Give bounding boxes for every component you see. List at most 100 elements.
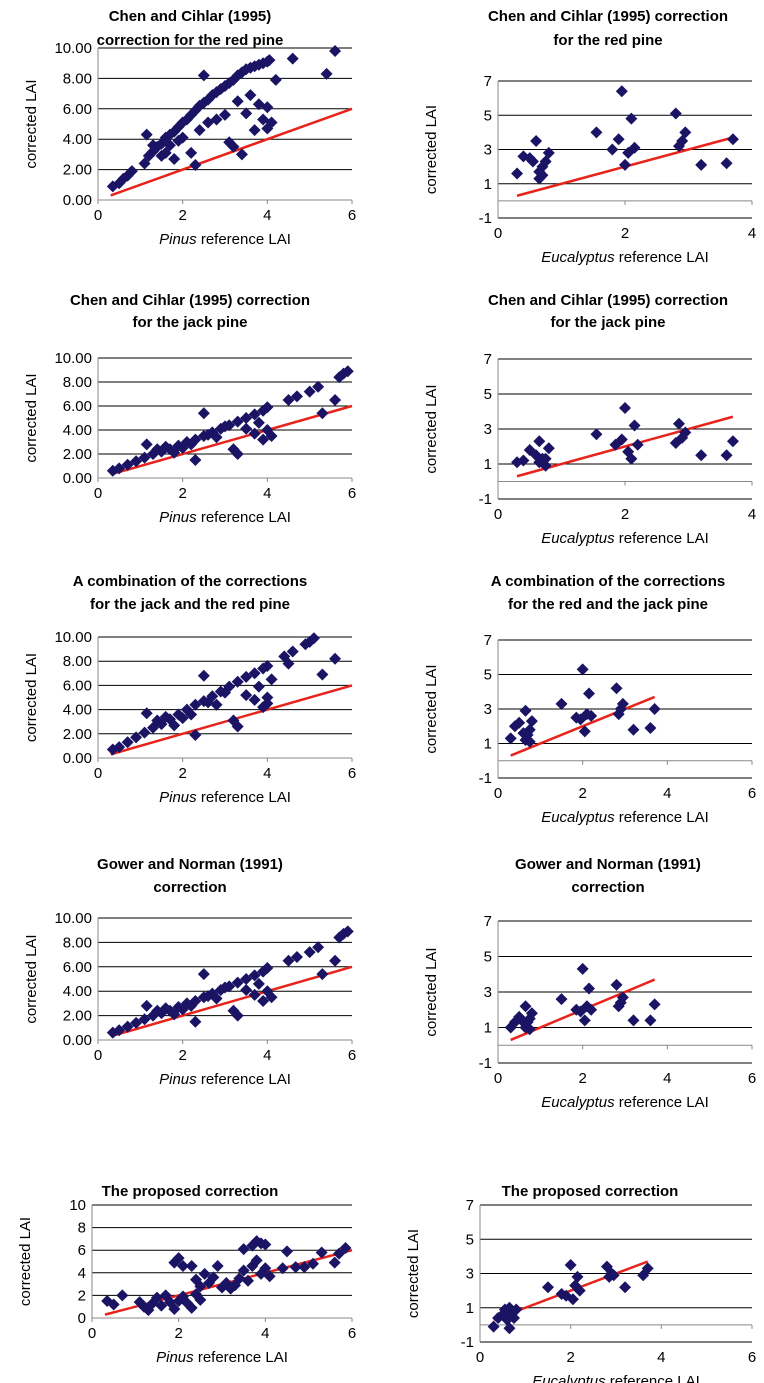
data-point bbox=[252, 977, 265, 990]
x-axis-label-rest: reference LAI bbox=[197, 1071, 291, 1088]
data-point bbox=[207, 1271, 220, 1284]
x-axis-label-rest: reference LAI bbox=[197, 231, 291, 248]
data-point bbox=[298, 1261, 311, 1274]
data-point bbox=[289, 1261, 302, 1274]
data-point bbox=[576, 663, 589, 676]
data-point bbox=[648, 998, 661, 1011]
x-axis-label: Pinus reference LAI bbox=[159, 1071, 291, 1088]
chart-title: Chen and Cihlar (1995) correction for the… bbox=[488, 292, 728, 331]
y-axis-label: corrected LAI bbox=[405, 1229, 422, 1318]
y-tick-label: 7 bbox=[484, 73, 492, 90]
y-tick-label: 1 bbox=[484, 176, 492, 193]
data-point bbox=[542, 1281, 554, 1294]
data-point bbox=[290, 390, 303, 403]
x-axis-label-rest: reference LAI bbox=[606, 1373, 700, 1383]
data-point bbox=[189, 1015, 202, 1028]
chart-panel-7: Gower and Norman (1991) correction 0.00 2.0… bbox=[23, 856, 356, 1088]
chart-title-line: correction for the red pine bbox=[97, 32, 284, 49]
x-tick-label: 4 bbox=[263, 765, 271, 782]
x-tick-label: 2 bbox=[174, 1325, 182, 1342]
data-point bbox=[564, 1258, 577, 1271]
data-point bbox=[576, 962, 589, 975]
y-tick-label: 10.00 bbox=[54, 40, 92, 57]
y-tick-label: 1 bbox=[484, 736, 492, 753]
x-tick-label: 2 bbox=[178, 1047, 186, 1064]
x-tick-label: 0 bbox=[94, 485, 102, 502]
chart-panel-1: Chen and Cihlar (1995) correction for the… bbox=[23, 8, 356, 248]
data-point bbox=[231, 1009, 244, 1022]
chart-title: The proposed correction bbox=[102, 1183, 279, 1200]
data-point bbox=[265, 116, 278, 129]
data-point bbox=[261, 697, 274, 710]
data-point bbox=[726, 435, 739, 448]
data-point bbox=[672, 417, 685, 430]
y-tick-label: 8.00 bbox=[63, 70, 92, 87]
data-point bbox=[627, 723, 640, 736]
data-point bbox=[140, 707, 153, 720]
x-tick-label: 6 bbox=[348, 207, 356, 224]
data-point bbox=[316, 968, 329, 981]
x-tick-label: 2 bbox=[578, 785, 586, 802]
y-tick-label: 10.00 bbox=[54, 910, 92, 927]
data-point bbox=[121, 1020, 134, 1033]
data-point bbox=[250, 1254, 263, 1267]
chart-title-line: for the jack pine bbox=[132, 314, 247, 331]
data-point bbox=[248, 988, 261, 1001]
data-point bbox=[176, 131, 189, 144]
data-point bbox=[312, 380, 325, 393]
chart-title: Chen and Cihlar (1995) correction for the… bbox=[97, 8, 284, 49]
data-point bbox=[202, 990, 215, 1003]
data-point bbox=[202, 696, 215, 709]
y-tick-label: 6.00 bbox=[63, 398, 92, 415]
data-point bbox=[261, 962, 274, 975]
chart-panel-2: Chen and Cihlar (1995) correction for the… bbox=[423, 8, 756, 266]
data-point bbox=[265, 991, 278, 1004]
chart-panel-10: The proposed correction -1 1 3 5 7 0 2 4 6 correct… bbox=[405, 1183, 756, 1383]
data-point bbox=[194, 1280, 207, 1293]
data-point bbox=[282, 954, 295, 967]
data-point bbox=[695, 449, 708, 462]
y-tick-label: 3 bbox=[466, 1266, 474, 1283]
data-point bbox=[523, 1023, 536, 1036]
data-point bbox=[185, 1301, 198, 1314]
x-axis-label-genus: Eucalyptus bbox=[541, 809, 615, 826]
data-point bbox=[121, 458, 134, 471]
x-axis-label: Pinus reference LAI bbox=[159, 231, 291, 248]
data-point bbox=[571, 1270, 584, 1283]
data-point bbox=[312, 941, 325, 954]
chart-title-line: The proposed correction bbox=[502, 1183, 679, 1200]
data-point bbox=[189, 698, 202, 711]
x-axis-label: Eucalyptus reference LAI bbox=[541, 809, 709, 826]
data-point bbox=[197, 669, 210, 682]
data-point bbox=[517, 454, 530, 467]
y-tick-label: 0.00 bbox=[63, 1032, 92, 1049]
data-point bbox=[240, 422, 253, 435]
data-point bbox=[242, 1274, 254, 1287]
data-point bbox=[606, 143, 619, 156]
y-tick-label: 10.00 bbox=[54, 629, 92, 646]
data-point bbox=[125, 165, 138, 178]
x-tick-label: 4 bbox=[663, 785, 671, 802]
data-point bbox=[328, 1256, 341, 1269]
data-point bbox=[121, 736, 134, 749]
y-axis-label: corrected LAI bbox=[23, 79, 40, 168]
data-point bbox=[263, 1270, 276, 1283]
data-point bbox=[231, 675, 244, 688]
data-point bbox=[261, 691, 274, 704]
x-tick-label: 0 bbox=[494, 506, 502, 523]
y-tick-label: 5 bbox=[484, 386, 492, 403]
data-point bbox=[523, 723, 536, 736]
x-axis-label: Eucalyptus reference LAI bbox=[541, 530, 709, 547]
data-point bbox=[185, 708, 198, 721]
one-to-one-line bbox=[110, 107, 353, 197]
y-axis-label: corrected LAI bbox=[423, 384, 440, 473]
data-point bbox=[176, 712, 189, 725]
data-point bbox=[585, 709, 598, 722]
data-point bbox=[628, 141, 641, 154]
data-point bbox=[307, 632, 320, 645]
data-point bbox=[163, 139, 176, 152]
data-point bbox=[113, 741, 126, 754]
data-point bbox=[644, 1014, 657, 1027]
data-point bbox=[210, 992, 223, 1005]
y-axis-label: corrected LAI bbox=[423, 947, 440, 1036]
